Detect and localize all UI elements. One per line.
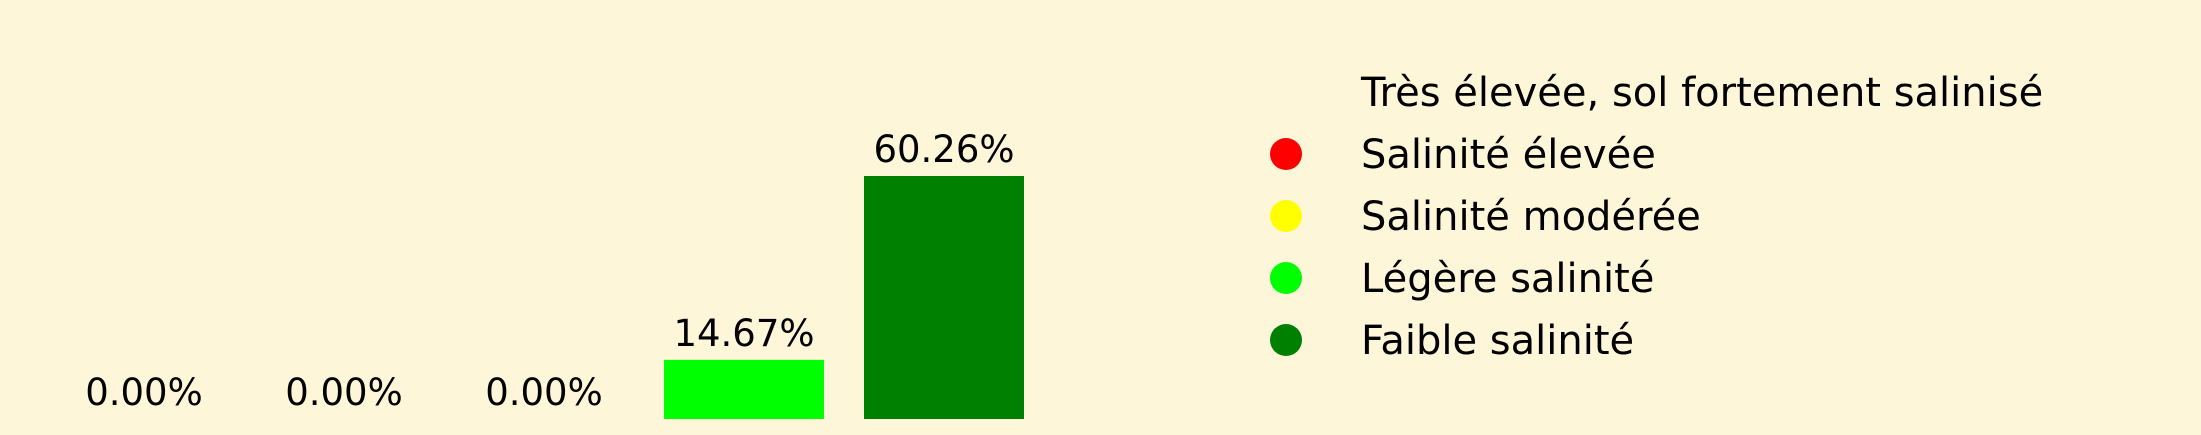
legend: Très élevée, sol fortement salinisé Salin… <box>1270 70 2043 364</box>
legend-marker-5 <box>1270 324 1302 356</box>
legend-marker-1 <box>1270 76 1302 108</box>
bar-4-value-label: 14.67% <box>673 312 814 355</box>
bar-2-value-label: 0.00% <box>285 371 403 414</box>
bar-5-value-label: 60.26% <box>873 128 1014 171</box>
bar-1-value-label: 0.00% <box>85 371 203 414</box>
legend-label-1: Très élevée, sol fortement salinisé <box>1360 70 2043 116</box>
bar-5 <box>864 176 1024 419</box>
bar-4 <box>664 359 824 419</box>
bars-group <box>664 176 1024 419</box>
legend-marker-2 <box>1270 138 1302 170</box>
bar-3-value-label: 0.00% <box>485 371 603 414</box>
legend-label-5: Faible salinité <box>1361 318 1634 364</box>
bar-labels-group: 0.00% 0.00% 0.00% 14.67% 60.26% <box>85 128 1014 414</box>
legend-marker-3 <box>1270 200 1302 232</box>
legend-marker-4 <box>1270 262 1302 294</box>
legend-label-3: Salinité modérée <box>1361 194 1701 240</box>
legend-label-4: Légère salinité <box>1361 256 1654 302</box>
legend-label-2: Salinité élevée <box>1361 132 1656 178</box>
